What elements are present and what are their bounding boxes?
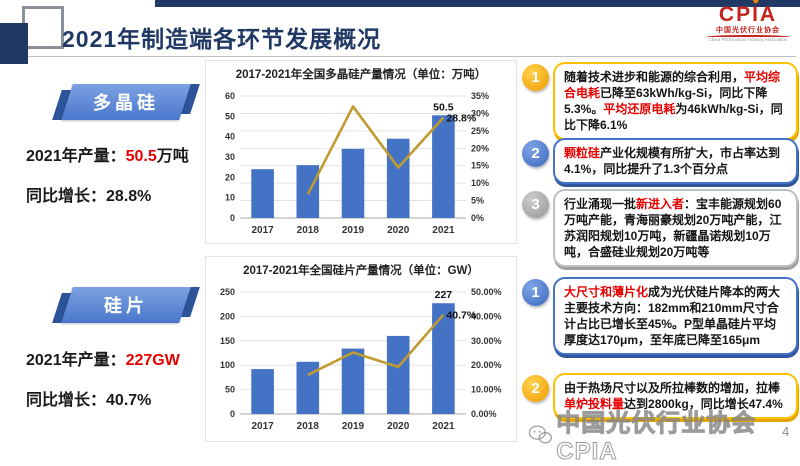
cpia-logo-en: China Photovoltaic Industry Association (708, 37, 788, 43)
svg-text:2019: 2019 (342, 421, 365, 432)
svg-text:30: 30 (225, 152, 235, 162)
page-number: 4 (782, 424, 790, 439)
svg-text:20.00%: 20.00% (471, 360, 502, 370)
svg-text:40: 40 (225, 132, 235, 142)
polysilicon-chart-panel: 2017-2021年全国多晶硅产量情况（单位：万吨） 0% 5% 10% 15% 20%… (205, 60, 517, 244)
cpia-logo-swoosh (706, 35, 790, 37)
svg-text:15%: 15% (471, 161, 489, 171)
svg-text:200: 200 (220, 311, 235, 321)
wafer-chart: 0.00% 10.00% 20.00% 30.00% 40.00% 50.00% 0 50 10… (206, 278, 516, 436)
polysilicon-chart-title: 2017-2021年全国多晶硅产量情况（单位：万吨） (235, 69, 487, 81)
polysilicon-output-stat: 2021年产量：50.5万吨 (26, 148, 189, 165)
wafer-chart-title: 2017-2021年全国硅片产量情况（单位：GW） (243, 265, 479, 277)
svg-text:2020: 2020 (387, 421, 410, 432)
point-text: 行业涌现一批新进入者：宝丰能源规划60万吨产能，青海丽豪规划20万吨产能，江苏润… (553, 189, 798, 267)
header-divider (28, 56, 796, 57)
banner-wafer: 硅片 (52, 287, 200, 323)
svg-text:0: 0 (230, 409, 235, 419)
svg-text:2019: 2019 (342, 225, 365, 236)
svg-text:0%: 0% (471, 213, 484, 223)
svg-text:2021: 2021 (432, 225, 455, 236)
wechat-icon (528, 424, 552, 444)
banner-wafer-label: 硅片 (104, 296, 148, 316)
point-number-badge: 3 (522, 191, 549, 218)
point-number-badge: 1 (522, 64, 549, 91)
svg-text:10.00%: 10.00% (471, 385, 502, 395)
svg-text:10: 10 (225, 193, 235, 203)
svg-text:20: 20 (225, 172, 235, 182)
svg-text:30%: 30% (471, 108, 489, 118)
svg-text:25%: 25% (471, 126, 489, 136)
point-number-badge: 2 (522, 375, 549, 402)
svg-text:35%: 35% (471, 91, 489, 101)
svg-text:227: 227 (435, 289, 453, 301)
polysilicon-output-value: 50.5 (125, 148, 157, 165)
wafer-growth-value: 40.7% (106, 392, 152, 409)
svg-text:50: 50 (225, 111, 235, 121)
point-text: 大尺寸和薄片化成为光伏硅片降本的两大主要技术方向：182mm和210mm尺寸合计… (553, 277, 798, 355)
svg-text:2018: 2018 (297, 421, 320, 432)
svg-text:50.00%: 50.00% (471, 287, 502, 297)
point-number-badge: 1 (522, 279, 549, 306)
svg-text:2017: 2017 (251, 421, 274, 432)
svg-text:2020: 2020 (387, 225, 410, 236)
polysilicon-growth-stat: 同比增长：28.8% (26, 188, 152, 205)
point-text: 颗粒硅产业化规模有所扩大，市占率达到4.1%，同比提升了1.3个百分点 (553, 138, 798, 184)
svg-text:30.00%: 30.00% (471, 336, 502, 346)
svg-text:50.5: 50.5 (433, 101, 454, 113)
svg-text:0: 0 (230, 213, 235, 223)
svg-text:10%: 10% (471, 178, 489, 188)
banner-polysilicon-label: 多晶硅 (93, 93, 159, 113)
svg-text:40.7%: 40.7% (446, 310, 476, 322)
point-text: 由于热场尺寸以及所拉棒数的增加，拉棒单炉投料量达到2800kg，同比增长47.4… (553, 373, 798, 419)
polysilicon-chart: 0% 5% 10% 15% 20% 25% 30% 35% 0 10 20 30 40 50 60 2017 2… (206, 82, 516, 240)
point-number-badge: 2 (522, 140, 549, 167)
svg-text:0.00%: 0.00% (471, 409, 497, 419)
cpia-logo: CPIA ✸ 中国光伏行业协会 China Photovoltaic Indust… (700, 0, 796, 43)
title-square-outline-decoration (22, 6, 64, 49)
svg-text:150: 150 (220, 336, 235, 346)
top-accent-bar (155, 0, 800, 7)
cpia-logo-cn: 中国光伏行业协会 (716, 27, 780, 34)
wafer-output-value: 227GW (125, 352, 180, 369)
svg-text:2021: 2021 (432, 421, 455, 432)
wafer-growth-stat: 同比增长：40.7% (26, 392, 152, 409)
svg-text:50: 50 (225, 385, 235, 395)
sunburst-icon: ✸ (752, 0, 762, 6)
svg-text:2018: 2018 (297, 225, 320, 236)
svg-text:40.00%: 40.00% (471, 311, 502, 321)
svg-text:2017: 2017 (251, 225, 274, 236)
cpia-logo-text: CPIA ✸ (700, 0, 796, 25)
svg-text:28.8%: 28.8% (446, 113, 476, 125)
wafer-chart-panel: 2017-2021年全国硅片产量情况（单位：GW） 0.00% 10.00% 20.… (205, 256, 517, 442)
wafer-output-stat: 2021年产量：227GW (26, 352, 180, 369)
svg-text:60: 60 (225, 91, 235, 101)
polysilicon-growth-value: 28.8% (106, 188, 152, 205)
point-text: 随着技术进步和能源的综合利用，平均综合电耗已降至63kWh/kg-Si，同比下降… (553, 62, 798, 140)
title-square-fill-decoration (0, 23, 28, 64)
svg-text:5%: 5% (471, 196, 484, 206)
svg-text:20%: 20% (471, 143, 489, 153)
banner-polysilicon: 多晶硅 (52, 84, 200, 120)
svg-text:100: 100 (220, 360, 235, 370)
page-title: 2021年制造端各环节发展概况 (62, 26, 382, 52)
svg-text:250: 250 (220, 287, 235, 297)
